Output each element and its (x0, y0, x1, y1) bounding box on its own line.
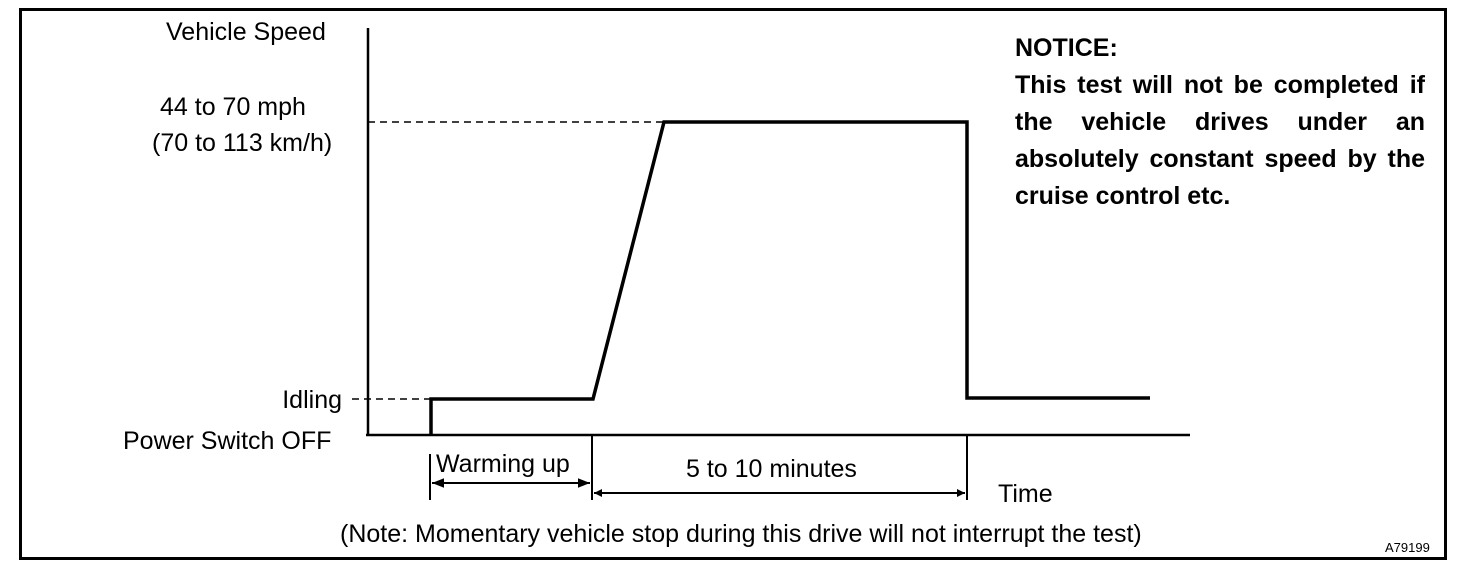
notice-box: NOTICE: This test will not be completed … (1015, 30, 1425, 215)
power-off-level-label: Power Switch OFF (123, 427, 332, 455)
footnote: (Note: Momentary vehicle stop during thi… (340, 520, 1142, 548)
figure-code: A79199 (1385, 540, 1430, 555)
speed-profile-line (429, 120, 1150, 434)
x-axis-label: Time (998, 480, 1053, 508)
idle-level-label: Idling (282, 386, 342, 414)
speed-level-label-kmh: (70 to 113 km/h) (152, 129, 333, 157)
notice-body: This test will not be completed if the v… (1015, 71, 1425, 210)
diagram-frame (19, 8, 1447, 560)
warming-up-label: Warming up (436, 450, 570, 478)
duration-label: 5 to 10 minutes (686, 455, 857, 483)
notice-title: NOTICE: (1015, 34, 1118, 62)
y-axis-label: Vehicle Speed (166, 18, 326, 46)
speed-level-label-mph: 44 to 70 mph (160, 93, 306, 121)
